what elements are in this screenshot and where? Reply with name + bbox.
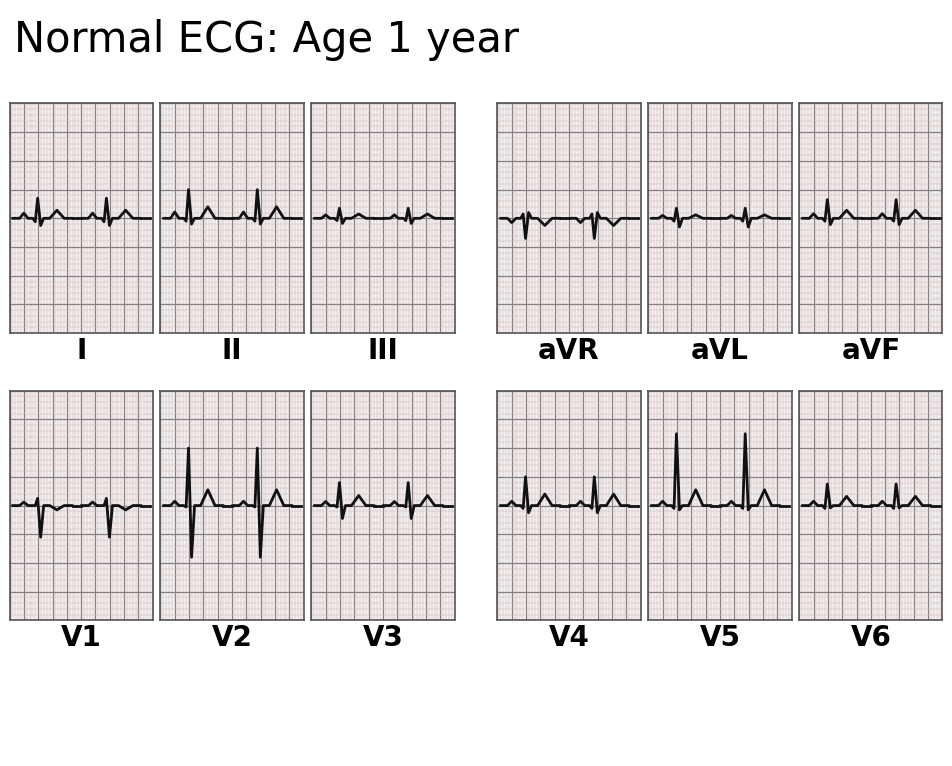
- Text: aVL: aVL: [691, 337, 749, 365]
- Text: V3: V3: [363, 624, 404, 653]
- Text: V6: V6: [850, 624, 891, 653]
- Text: I: I: [76, 337, 87, 365]
- Text: Normal ECG: Age 1 year: Normal ECG: Age 1 year: [14, 19, 519, 61]
- Text: V4: V4: [548, 624, 589, 653]
- Text: III: III: [367, 337, 398, 365]
- Text: V5: V5: [700, 624, 741, 653]
- Text: V2: V2: [211, 624, 252, 653]
- Text: II: II: [222, 337, 243, 365]
- Text: V1: V1: [61, 624, 102, 653]
- Text: aVF: aVF: [842, 337, 901, 365]
- Text: aVR: aVR: [538, 337, 600, 365]
